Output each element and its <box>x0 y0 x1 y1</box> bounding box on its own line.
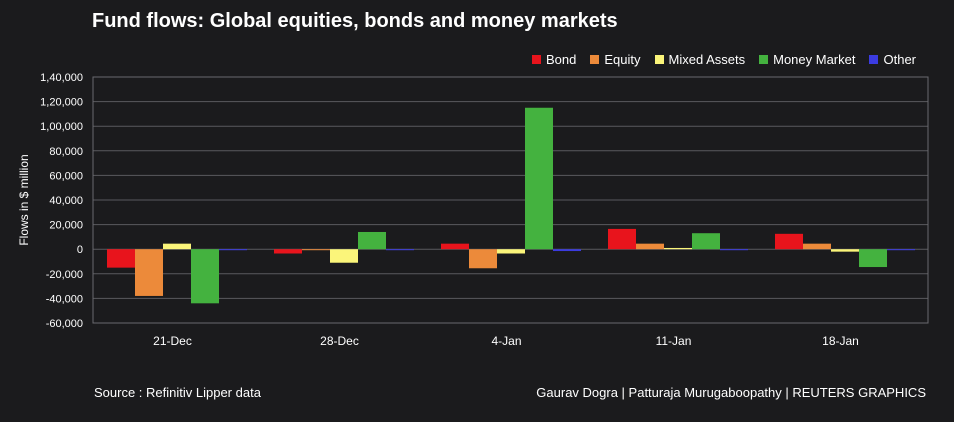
bar-bond-21-dec <box>107 249 135 268</box>
source-note: Source : Refinitiv Lipper data <box>94 385 261 400</box>
legend-label: Equity <box>604 52 641 67</box>
plot-frame <box>92 76 929 324</box>
x-tick-label: 18-Jan <box>822 334 859 348</box>
legend-label: Mixed Assets <box>668 52 746 67</box>
legend-item-other: Other <box>869 52 916 67</box>
y-tick-label: -60,000 <box>46 318 83 330</box>
credit-note: Gaurav Dogra | Patturaja Murugaboopathy … <box>536 385 926 400</box>
bar-bond-11-jan <box>608 228 636 250</box>
bar-other-21-dec <box>219 249 247 251</box>
legend-label: Bond <box>546 52 577 67</box>
chart-title: Fund flows: Global equities, bonds and m… <box>92 10 618 32</box>
legend-swatch <box>869 55 879 64</box>
legend-label: Money Market <box>773 52 856 67</box>
bar-other-18-jan <box>887 249 915 251</box>
legend-item-bond: Bond <box>532 52 576 67</box>
x-tick-label: 11-Jan <box>656 334 692 348</box>
y-tick-label: 80,000 <box>49 146 83 158</box>
bar-money-market-11-jan <box>692 233 720 250</box>
legend-swatch <box>654 55 664 64</box>
legend-swatch <box>532 55 541 64</box>
bar-money-market-28-dec <box>358 231 386 250</box>
y-tick-label: 1,20,000 <box>40 97 83 109</box>
y-tick-label: -40,000 <box>46 293 83 305</box>
bar-other-28-dec <box>386 249 414 251</box>
y-tick-label: -20,000 <box>46 269 83 281</box>
bar-equity-28-dec <box>302 249 330 251</box>
bar-bond-4-jan <box>441 243 469 250</box>
legend-item-money-market: Money Market <box>759 52 855 67</box>
bar-money-market-4-jan <box>525 107 553 250</box>
x-tick-label: 28-Dec <box>320 334 359 348</box>
y-tick-label: 20,000 <box>49 220 83 232</box>
y-tick-label: 60,000 <box>49 170 83 182</box>
bar-mixed-assets-11-jan <box>664 247 692 250</box>
bar-equity-4-jan <box>469 249 497 269</box>
bar-equity-21-dec <box>135 249 163 296</box>
bar-mixed-assets-21-dec <box>163 243 191 250</box>
bar-equity-11-jan <box>636 243 664 250</box>
bar-equity-18-jan <box>803 243 831 250</box>
y-axis-title: Flows in $ million <box>17 154 31 245</box>
legend-item-equity: Equity <box>590 52 641 67</box>
chart-legend: Bond Equity Mixed Assets Money Market Other <box>518 52 916 67</box>
bar-bond-28-dec <box>274 249 302 254</box>
bar-mixed-assets-4-jan <box>497 249 525 254</box>
x-tick-label: 4-Jan <box>491 334 521 348</box>
y-tick-label: 0 <box>77 244 83 256</box>
legend-swatch <box>759 55 769 64</box>
bar-mixed-assets-18-jan <box>831 249 859 252</box>
bar-bond-18-jan <box>775 233 803 250</box>
legend-swatch <box>590 55 600 64</box>
bar-other-4-jan <box>553 249 581 252</box>
legend-label: Other <box>883 52 916 67</box>
bar-other-11-jan <box>720 249 748 251</box>
y-tick-label: 1,00,000 <box>40 121 83 133</box>
x-tick-label: 21-Dec <box>153 334 192 348</box>
bar-money-market-21-dec <box>191 249 219 304</box>
y-tick-label: 40,000 <box>49 195 83 207</box>
legend-item-mixed-assets: Mixed Assets <box>654 52 746 67</box>
bar-mixed-assets-28-dec <box>330 249 358 263</box>
bar-money-market-18-jan <box>859 249 887 268</box>
y-tick-label: 1,40,000 <box>40 72 83 84</box>
